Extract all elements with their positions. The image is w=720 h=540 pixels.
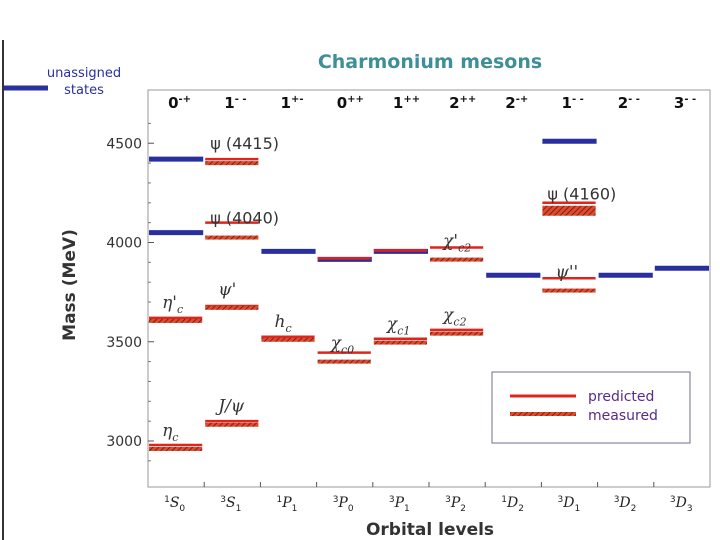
state-labels: ηc η'c J/ψ ψ' ψ (4040) ψ (4415) hc χc0 χc1 χc2 χ'c… bbox=[162, 134, 616, 444]
state-label: J/ψ bbox=[215, 397, 245, 417]
measured-level bbox=[542, 288, 596, 293]
measured-level bbox=[205, 305, 259, 310]
measured-series bbox=[149, 161, 596, 451]
y-axis-title: Mass (MeV) bbox=[60, 229, 80, 341]
x-axis-title: Orbital levels bbox=[366, 520, 494, 540]
state-label: χc1 bbox=[386, 315, 410, 338]
legend-unassigned-label-line1: unassigned bbox=[47, 66, 121, 81]
legend: predicted measured bbox=[491, 371, 691, 444]
state-label: η'c bbox=[162, 293, 183, 316]
measured-level bbox=[317, 359, 371, 364]
x-tick-label: 3S1 bbox=[220, 495, 241, 514]
jpc-label: 0++ bbox=[337, 94, 364, 112]
measured-level bbox=[261, 337, 315, 342]
chart-title: Charmonium mesons bbox=[318, 51, 542, 73]
state-label: ψ' bbox=[218, 280, 236, 300]
x-tick-label: 3D2 bbox=[614, 495, 637, 514]
jpc-label: 1- - bbox=[224, 94, 246, 112]
state-label: ψ (4160) bbox=[547, 185, 616, 204]
predicted-series bbox=[149, 157, 596, 447]
legend-measured-label: measured bbox=[588, 408, 658, 424]
measured-level bbox=[430, 257, 484, 262]
x-tick-label: 3P1 bbox=[389, 495, 410, 514]
measured-level bbox=[205, 422, 259, 427]
jpc-label: 0-+ bbox=[168, 94, 191, 112]
state-label: χ'c2 bbox=[442, 232, 471, 255]
legend-unassigned-label-line2: states bbox=[64, 83, 104, 98]
measured-level bbox=[149, 318, 203, 323]
legend-box bbox=[491, 371, 691, 444]
measured-level bbox=[542, 205, 596, 216]
y-axis: 3000 3500 4000 4500 bbox=[106, 122, 154, 462]
y-tick-label: 4000 bbox=[106, 236, 142, 252]
state-label: ψ (4415) bbox=[210, 134, 279, 153]
x-tick-label: 1P1 bbox=[277, 495, 298, 514]
jpc-label: 1++ bbox=[393, 94, 420, 112]
state-label: ψ'' bbox=[556, 263, 579, 283]
measured-level bbox=[430, 331, 484, 336]
x-tick-label: 1D2 bbox=[501, 495, 524, 514]
y-tick-label: 3500 bbox=[106, 335, 142, 351]
jpc-label: 3- - bbox=[674, 94, 696, 112]
measured-level bbox=[205, 235, 259, 240]
state-label: hc bbox=[275, 312, 292, 335]
legend-measured-swatch bbox=[510, 412, 576, 416]
x-tick-label: 3P0 bbox=[333, 495, 354, 514]
x-tick-label: 3D3 bbox=[670, 495, 693, 514]
x-axis: 1S0 3S1 1P1 3P0 3P1 3P2 1D2 3D1 3D2 3D3 bbox=[164, 482, 693, 514]
y-tick-label: 3000 bbox=[106, 434, 142, 450]
jpc-label: 2++ bbox=[449, 94, 476, 112]
x-tick-label: 3P2 bbox=[445, 495, 466, 514]
jpc-label: 1- - bbox=[562, 94, 584, 112]
x-tick-label: 3D1 bbox=[558, 495, 581, 514]
x-tick-label: 1S0 bbox=[164, 495, 185, 514]
measured-level bbox=[205, 161, 259, 166]
legend-predicted-label: predicted bbox=[588, 389, 654, 405]
state-label: ψ (4040) bbox=[210, 209, 279, 228]
jpc-labels: 0-+ 1- - 1+- 0++ 1++ 2++ 2-+ 1- - 2- - 3- - bbox=[168, 94, 696, 112]
jpc-label: 2-+ bbox=[505, 94, 528, 112]
measured-level bbox=[373, 340, 427, 345]
y-tick-label: 4500 bbox=[106, 136, 142, 152]
jpc-label: 1+- bbox=[281, 94, 304, 112]
measured-level bbox=[149, 446, 203, 451]
state-label: χc0 bbox=[330, 334, 354, 357]
jpc-label: 2- - bbox=[618, 94, 640, 112]
state-label: ηc bbox=[162, 421, 178, 444]
state-label: χc2 bbox=[442, 306, 466, 329]
